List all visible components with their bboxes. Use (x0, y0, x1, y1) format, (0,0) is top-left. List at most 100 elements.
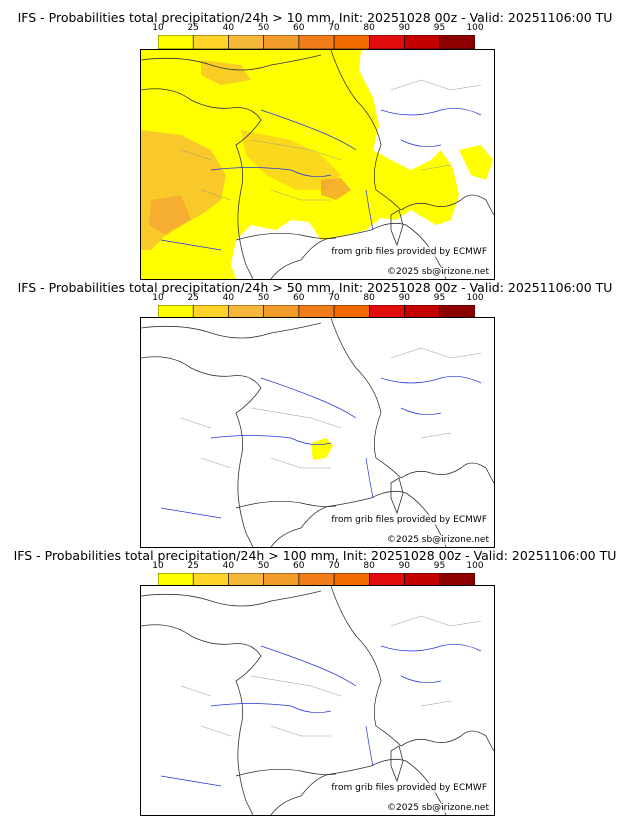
colorbar-tick: 50 (257, 561, 270, 571)
colorbar-tick: 10 (152, 23, 164, 33)
colorbar-segment (192, 35, 229, 49)
panel-title: IFS - Probabilities total precipitation/… (13, 548, 617, 563)
country-border (235, 768, 337, 777)
country-border (330, 586, 402, 747)
river (365, 457, 374, 499)
coastline (390, 477, 404, 515)
river (380, 644, 482, 652)
panel-title: IFS - Probabilities total precipitation/… (17, 10, 613, 25)
colorbar-tick: 60 (293, 561, 305, 571)
river (160, 239, 222, 251)
colorbar-tick: 100 (466, 293, 484, 303)
colorbar-tick: 90 (398, 561, 411, 571)
coastline (141, 590, 322, 607)
colorbar-tick: 10 (152, 293, 164, 303)
colorbar-tick: 100 (466, 561, 484, 571)
coastline (141, 624, 262, 815)
river (380, 108, 482, 116)
country-border (235, 500, 337, 509)
precip-map: from grib files provided by ECMWF ©2025 … (140, 317, 495, 548)
colorbar-tick: 95 (433, 561, 446, 571)
colorbar-segment (158, 35, 194, 49)
colorbar (158, 305, 475, 319)
copyright-credit: ©2025 sb@irizone.net (386, 535, 490, 545)
colorbar-tick: 60 (293, 293, 305, 303)
river (400, 139, 442, 147)
colorbar-tick: 50 (257, 23, 270, 33)
coastline (400, 462, 494, 484)
map-canvas (141, 586, 494, 815)
river (400, 407, 442, 415)
colorbar (158, 35, 475, 49)
colorbar-tick: 80 (363, 23, 375, 33)
map-canvas (141, 50, 494, 279)
coastline (400, 730, 494, 752)
country-border (330, 318, 402, 479)
source-credit: from grib files provided by ECMWF (330, 247, 488, 257)
colorbar-tick: 25 (187, 293, 199, 303)
colorbar-tick: 40 (222, 23, 235, 33)
precip-area-darker (149, 195, 191, 235)
colorbar-tick: 100 (466, 23, 484, 33)
river (210, 167, 332, 177)
country-border (330, 50, 402, 211)
copyright-credit: ©2025 sb@irizone.net (386, 803, 490, 813)
map-panel-50mm: IFS - Probabilities total precipitation/… (0, 280, 630, 548)
precip-area-yellow (311, 438, 333, 460)
colorbar-tick: 95 (433, 293, 446, 303)
country-border (235, 232, 337, 241)
source-credit: from grib files provided by ECMWF (330, 515, 488, 525)
precip-map: from grib files provided by ECMWF ©2025 … (140, 585, 495, 816)
colorbar-tick: 25 (187, 561, 199, 571)
colorbar-tick: 25 (187, 23, 199, 33)
colorbar-segment (298, 35, 335, 49)
colorbar-tick: 70 (328, 23, 340, 33)
colorbar-tick: 50 (257, 293, 270, 303)
river (210, 703, 332, 713)
precip-area-orange (241, 130, 341, 190)
river (160, 775, 222, 787)
admin-boundary (180, 615, 482, 737)
coastline (141, 322, 322, 339)
colorbar-tick-labels: 10 25 40 50 60 70 80 90 95 100 (152, 23, 483, 34)
colorbar-tick: 70 (328, 561, 340, 571)
river (260, 377, 357, 419)
map-canvas (141, 318, 494, 547)
admin-boundary (180, 79, 482, 201)
colorbar-tick: 80 (363, 561, 375, 571)
source-credit: from grib files provided by ECMWF (330, 783, 488, 793)
colorbar-tick: 40 (222, 561, 235, 571)
panel-title: IFS - Probabilities total precipitation/… (17, 280, 613, 295)
map-panel-100mm: IFS - Probabilities total precipitation/… (0, 548, 630, 818)
colorbar-tick: 80 (363, 293, 375, 303)
coastline (390, 745, 404, 783)
colorbar (158, 573, 475, 587)
colorbar-tick: 10 (152, 561, 164, 571)
colorbar-tick-labels: 10 25 40 50 60 70 80 90 95 100 (152, 293, 483, 304)
colorbar-tick: 60 (293, 23, 305, 33)
coastline (400, 194, 494, 216)
river (210, 435, 332, 445)
colorbar-segment (228, 35, 264, 49)
colorbar-tick-labels: 10 25 40 50 60 70 80 90 95 100 (152, 561, 483, 572)
admin-boundary (180, 347, 482, 469)
colorbar-segment (404, 35, 441, 49)
colorbar-tick: 95 (433, 23, 446, 33)
colorbar-segment (369, 35, 405, 49)
colorbar-tick: 70 (328, 293, 340, 303)
coastline (141, 356, 262, 547)
coastline (141, 88, 262, 279)
river (365, 725, 374, 767)
river (260, 645, 357, 687)
precip-area-yellow (459, 145, 493, 180)
river (400, 675, 442, 683)
colorbar-tick: 90 (398, 293, 411, 303)
precip-area-darker (201, 60, 251, 85)
copyright-credit: ©2025 sb@irizone.net (386, 267, 490, 277)
colorbar-segment (439, 35, 475, 49)
river (260, 109, 357, 151)
colorbar-tick: 90 (398, 23, 411, 33)
river (365, 189, 374, 231)
precip-area-darker (321, 178, 351, 200)
precip-map: from grib files provided by ECMWF ©2025 … (140, 49, 495, 280)
